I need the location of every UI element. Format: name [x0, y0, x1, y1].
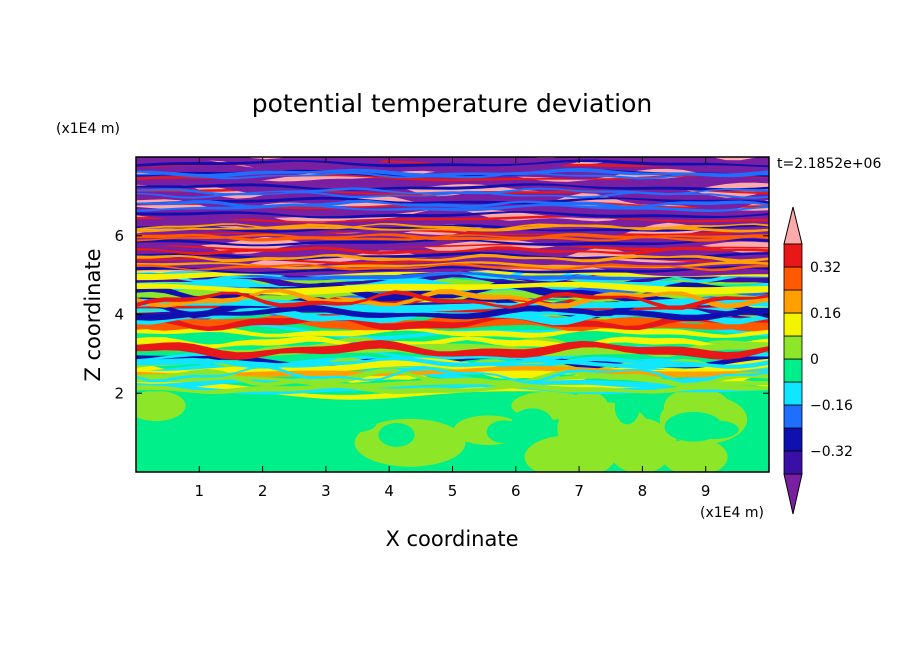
contour-band	[136, 187, 769, 196]
contour-band	[136, 183, 769, 191]
contour-band	[136, 271, 769, 281]
y-tick-label: 4	[114, 306, 124, 324]
contour-band	[378, 423, 415, 447]
contour-band	[136, 374, 769, 389]
x-tick-label: 3	[321, 482, 331, 500]
contour-band	[136, 168, 769, 178]
contour-band	[136, 223, 769, 231]
contour-band	[136, 335, 769, 350]
contour-band	[136, 261, 769, 270]
x-tick-label: 4	[384, 482, 394, 500]
contour-band	[524, 435, 616, 472]
colorbar-box	[783, 335, 803, 360]
y-axis: 2 4 6	[114, 227, 769, 402]
contour-band	[136, 224, 769, 233]
chart-title: potential temperature deviation	[252, 89, 652, 118]
contour-band	[136, 263, 769, 272]
contour-band	[136, 297, 769, 313]
colorbar-box	[783, 289, 803, 314]
contour-band	[136, 160, 769, 168]
contour-band	[136, 265, 769, 274]
x-tick-label: 9	[701, 482, 711, 500]
contour-band	[136, 224, 769, 233]
contour-band	[628, 423, 677, 459]
colorbar-label: 0	[810, 352, 819, 368]
contour-band	[136, 199, 769, 209]
colorbar-label: −0.32	[810, 444, 853, 460]
contour-band	[136, 290, 769, 310]
colorbar-label: 0.16	[810, 306, 841, 322]
x-tick-label: 8	[638, 482, 648, 500]
contour-band	[136, 246, 769, 255]
colorbar-box	[783, 266, 803, 291]
x-axis: 1 2 3 4 5 6 7 8 9	[195, 157, 711, 500]
contour-band	[136, 340, 769, 360]
contour-band	[136, 253, 769, 263]
colorbar-box	[783, 450, 803, 475]
contour-band	[136, 196, 769, 205]
contour-band	[136, 356, 769, 369]
colorbar-box	[783, 404, 803, 429]
x-axis-label: X coordinate	[385, 527, 518, 551]
x-tick-label: 2	[258, 482, 268, 500]
colorbar-max-arrow	[783, 206, 803, 245]
contour-band	[136, 390, 186, 422]
y-tick-label: 2	[114, 384, 124, 402]
contour-band	[614, 389, 640, 425]
contour-band	[136, 211, 769, 219]
contour-band	[662, 438, 728, 472]
colorbar-box	[783, 358, 803, 383]
x-tick-label: 5	[448, 482, 458, 500]
contour-band	[329, 413, 377, 433]
colorbar-box	[783, 381, 803, 406]
colorbar-label: −0.16	[810, 398, 853, 414]
contour-band	[136, 383, 769, 394]
colorbar: 0.32 0.16 0 −0.16 −0.32	[783, 206, 853, 515]
contour-band	[136, 312, 769, 332]
contour-band	[486, 420, 522, 444]
contour-band	[136, 159, 769, 168]
contour-band	[136, 288, 769, 309]
contour-band	[136, 171, 769, 180]
contour-field	[136, 157, 769, 472]
colorbar-min-arrow	[783, 473, 803, 515]
colorbar-label: 0.32	[810, 260, 841, 276]
colorbar-box	[783, 312, 803, 337]
x-tick-label: 6	[511, 482, 521, 500]
contour-band	[188, 422, 216, 437]
contour-band	[136, 233, 769, 242]
y-tick-label: 6	[114, 227, 124, 245]
contour-band	[136, 190, 769, 199]
contour-band	[136, 263, 769, 281]
y-axis-label: Z coordinate	[81, 248, 105, 381]
contour-band	[136, 304, 769, 321]
colorbar-box	[783, 427, 803, 452]
contour-band	[136, 326, 769, 338]
colorbar-box	[783, 243, 803, 268]
x-unit-label: (x1E4 m)	[700, 505, 764, 521]
time-label: t=2.1852e+06	[777, 156, 881, 172]
contour-band	[136, 238, 769, 247]
x-tick-label: 7	[574, 482, 584, 500]
contour-band	[511, 408, 554, 440]
x-tick-label: 1	[195, 482, 205, 500]
y-unit-label: (x1E4 m)	[56, 121, 120, 137]
contour-band	[687, 420, 739, 440]
contour-band	[136, 233, 769, 242]
